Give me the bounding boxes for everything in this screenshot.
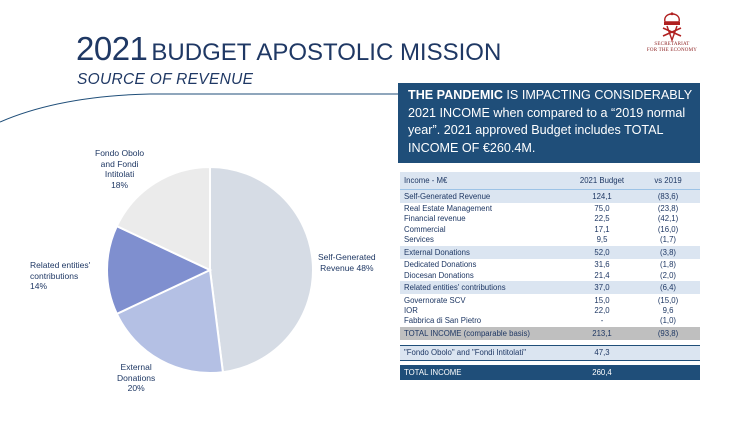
row-vs2019: (6,4) bbox=[636, 280, 700, 296]
row-vs2019: (2,0) bbox=[659, 270, 677, 280]
label-external-line1: External bbox=[120, 362, 152, 372]
row-label: Governorate SCV bbox=[404, 295, 466, 305]
title-text: BUDGET APOSTOLIC MISSION bbox=[151, 39, 502, 66]
label-fondo-line3: Intitolati bbox=[104, 169, 135, 179]
table-row: TOTAL INCOME 260,4 bbox=[400, 365, 700, 381]
header-budget: 2021 Budget bbox=[568, 172, 636, 190]
table-row: Fabbrica di San Pietro - (1,0) bbox=[400, 316, 700, 327]
row-vs2019: (93,8) bbox=[636, 325, 700, 341]
revenue-table: Income - M€ 2021 Budget vs 2019 Self-Gen… bbox=[400, 172, 700, 381]
label-fondo-line1: Fondo Obolo bbox=[95, 148, 145, 158]
row-label: Self-Generated Revenue bbox=[400, 188, 568, 204]
row-budget: 22,5 bbox=[594, 214, 610, 224]
row-label: TOTAL INCOME (comparable basis) bbox=[400, 325, 568, 341]
row-label: Financial revenue bbox=[404, 214, 466, 224]
table-row: External Donations 52,0 (3,8) bbox=[400, 244, 700, 260]
header-income: Income - M€ bbox=[400, 172, 568, 190]
row-budget: 124,1 bbox=[568, 188, 636, 204]
row-label: Related entities' contributions bbox=[400, 280, 568, 296]
banner-text: IS IMPACTING CONSIDERABLY 2021 INCOME wh… bbox=[408, 88, 692, 155]
pie-slice-related-entities-contributions bbox=[106, 224, 213, 316]
table-row: Dedicated Donations 31,6 (1,8) bbox=[400, 259, 700, 270]
row-label: Fabbrica di San Pietro bbox=[404, 316, 482, 326]
row-vs2019: (3,8) bbox=[636, 244, 700, 260]
pandemic-banner: THE PANDEMIC IS IMPACTING CONSIDERABLY 2… bbox=[398, 83, 700, 163]
label-external: External Donations 20% bbox=[117, 362, 155, 394]
label-fondo: Fondo Obolo and Fondi Intitolati 18% bbox=[95, 148, 144, 190]
row-label: Commercial bbox=[404, 224, 446, 234]
label-self-line2: Revenue 48% bbox=[320, 262, 374, 273]
row-budget: 75,0 bbox=[594, 204, 610, 214]
row-vs2019: (1,7) bbox=[659, 235, 677, 245]
row-budget: 21,4 bbox=[594, 270, 610, 280]
row-label: Real Estate Management bbox=[404, 204, 492, 214]
row-vs2019: (16,0) bbox=[657, 224, 679, 234]
label-related-line1: Related entities' bbox=[30, 260, 91, 270]
label-related-line2: contributions bbox=[30, 270, 79, 281]
row-vs2019: (42,1) bbox=[657, 214, 679, 224]
row-budget: 213,1 bbox=[568, 325, 636, 341]
row-budget: 260,4 bbox=[568, 365, 636, 381]
logo-text-line1: SECRETARIAT bbox=[654, 42, 690, 47]
label-fondo-line2: and Fondi bbox=[100, 158, 139, 169]
pie-slice-self-generated-revenue bbox=[209, 165, 314, 374]
row-budget: 47,3 bbox=[568, 344, 636, 361]
label-self: Self-Generated Revenue 48% bbox=[318, 252, 376, 273]
secretariat-logo: SECRETARIAT FOR THE ECONOMY bbox=[640, 12, 704, 64]
row-vs2019: (83,6) bbox=[636, 188, 700, 204]
table-row: Related entities' contributions 37,0 (6,4) bbox=[400, 280, 700, 296]
row-budget: 52,0 bbox=[568, 244, 636, 260]
row-budget: 37,0 bbox=[568, 280, 636, 296]
page-subtitle: SOURCE OF REVENUE bbox=[77, 71, 254, 88]
header-vs2019: vs 2019 bbox=[636, 172, 700, 190]
table-row: Financial revenue 22,5 (42,1) bbox=[400, 214, 700, 225]
title-year: 2021 bbox=[76, 30, 148, 67]
row-label: TOTAL INCOME bbox=[400, 365, 568, 381]
row-budget: 31,6 bbox=[594, 260, 610, 270]
page-title: 2021 BUDGET APOSTOLIC MISSION bbox=[76, 30, 501, 68]
label-related: Related entities' contributions 14% bbox=[30, 260, 90, 292]
row-vs2019: (15,0) bbox=[657, 295, 679, 305]
table-row: Diocesan Donations 21,4 (2,0) bbox=[400, 270, 700, 281]
logo-text-line2: FOR THE ECONOMY bbox=[646, 48, 698, 53]
row-budget: 15,0 bbox=[594, 295, 610, 305]
row-label: "Fondo Obolo" and "Fondi Intitolati" bbox=[400, 344, 568, 361]
table-row: Self-Generated Revenue 124,1 (83,6) bbox=[400, 188, 700, 204]
row-label: Diocesan Donations bbox=[404, 270, 474, 280]
table-row: Services 9,5 (1,7) bbox=[400, 235, 700, 246]
row-vs2019: (1,0) bbox=[659, 316, 677, 326]
row-label: IOR bbox=[404, 305, 418, 315]
row-label: Services bbox=[404, 235, 434, 245]
row-vs2019 bbox=[636, 365, 700, 381]
label-self-line1: Self-Generated bbox=[318, 252, 376, 262]
row-vs2019 bbox=[636, 344, 700, 361]
table-row: TOTAL INCOME (comparable basis) 213,1 (93,… bbox=[400, 325, 700, 341]
table-row: Real Estate Management 75,0 (23,8) bbox=[400, 203, 700, 214]
row-budget: 9,5 bbox=[596, 235, 608, 245]
papal-emblem-icon bbox=[662, 12, 682, 42]
row-vs2019: (23,8) bbox=[657, 204, 679, 214]
row-budget: 22,0 bbox=[594, 305, 610, 315]
banner-highlight: THE PANDEMIC bbox=[408, 88, 503, 102]
row-vs2019: (1,8) bbox=[659, 260, 677, 270]
label-fondo-line4: 18% bbox=[111, 179, 129, 190]
table-row: IOR 22,0 9,6 bbox=[400, 305, 700, 316]
row-budget: 17,1 bbox=[594, 224, 610, 234]
table-header-row: Income - M€ 2021 Budget vs 2019 bbox=[400, 172, 700, 190]
row-label: External Donations bbox=[400, 244, 568, 260]
row-budget: - bbox=[600, 316, 604, 326]
row-vs2019: 9,6 bbox=[662, 305, 674, 315]
label-external-line3: 20% bbox=[127, 383, 145, 393]
pie-slice-external-donations bbox=[115, 268, 225, 374]
table-row: Governorate SCV 15,0 (15,0) bbox=[400, 295, 700, 306]
label-related-line3: 14% bbox=[30, 281, 48, 291]
label-external-line2: Donations bbox=[117, 372, 156, 383]
pie-slice-fondo-obolo-and-fondi-intitolati bbox=[115, 165, 211, 272]
table-row: Commercial 17,1 (16,0) bbox=[400, 224, 700, 235]
table-row: "Fondo Obolo" and "Fondi Intitolati" 47,3 bbox=[400, 344, 700, 361]
row-label: Dedicated Donations bbox=[404, 260, 477, 270]
